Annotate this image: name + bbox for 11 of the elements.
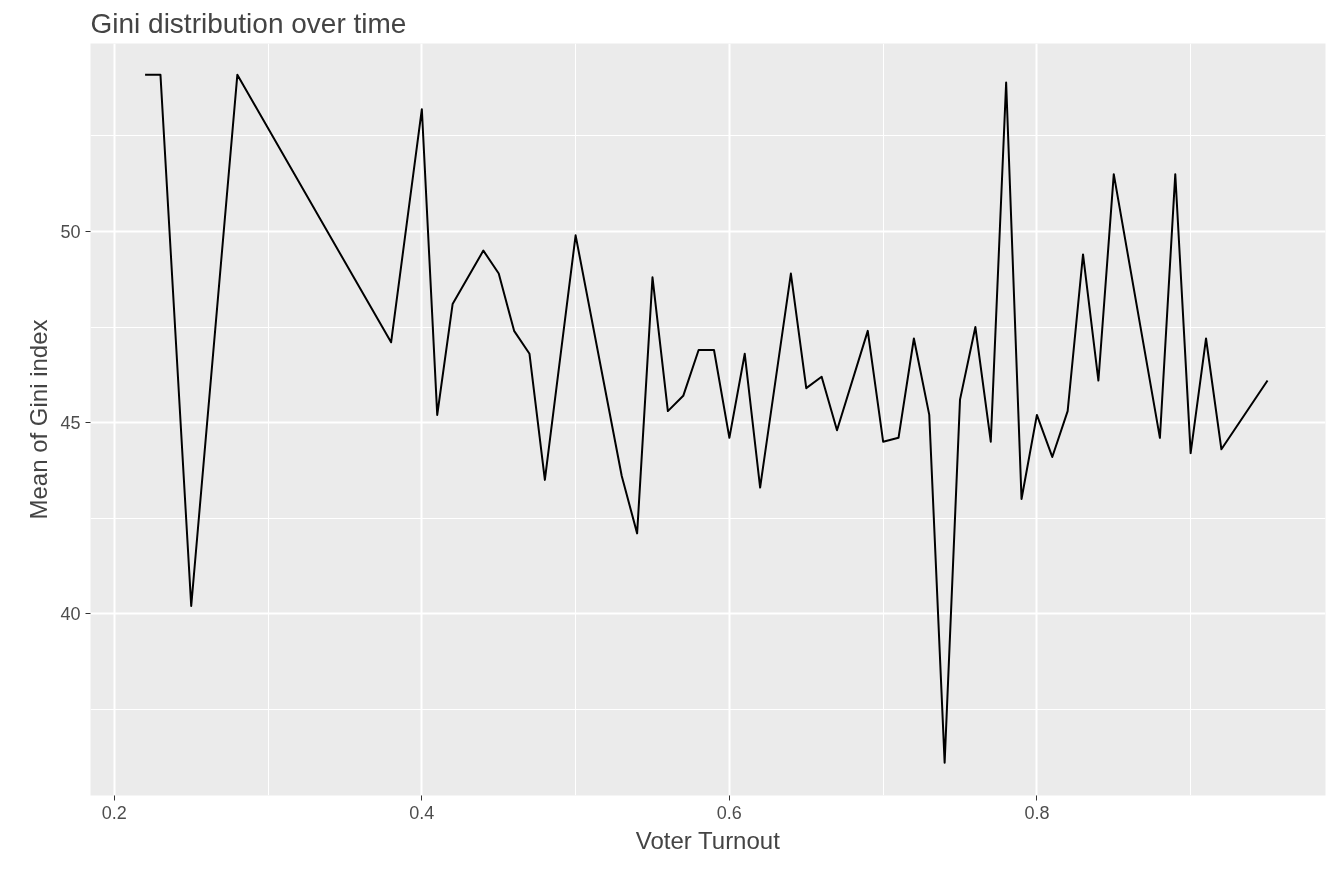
chart-title: Gini distribution over time [90, 7, 407, 39]
x-tick-label: 0.4 [409, 802, 435, 823]
x-axis-title: Voter Turnout [635, 826, 781, 854]
y-tick-label: 45 [60, 413, 81, 434]
y-tick-label: 50 [60, 222, 81, 242]
x-tick-label: 0.6 [716, 802, 742, 823]
y-tick-label: 40 [60, 604, 81, 625]
x-tick-label: 0.8 [1024, 802, 1050, 823]
line-series [144, 73, 1269, 764]
x-tick-label: 0.2 [101, 802, 127, 823]
y-axis-title: Mean of Gini index [25, 319, 53, 520]
